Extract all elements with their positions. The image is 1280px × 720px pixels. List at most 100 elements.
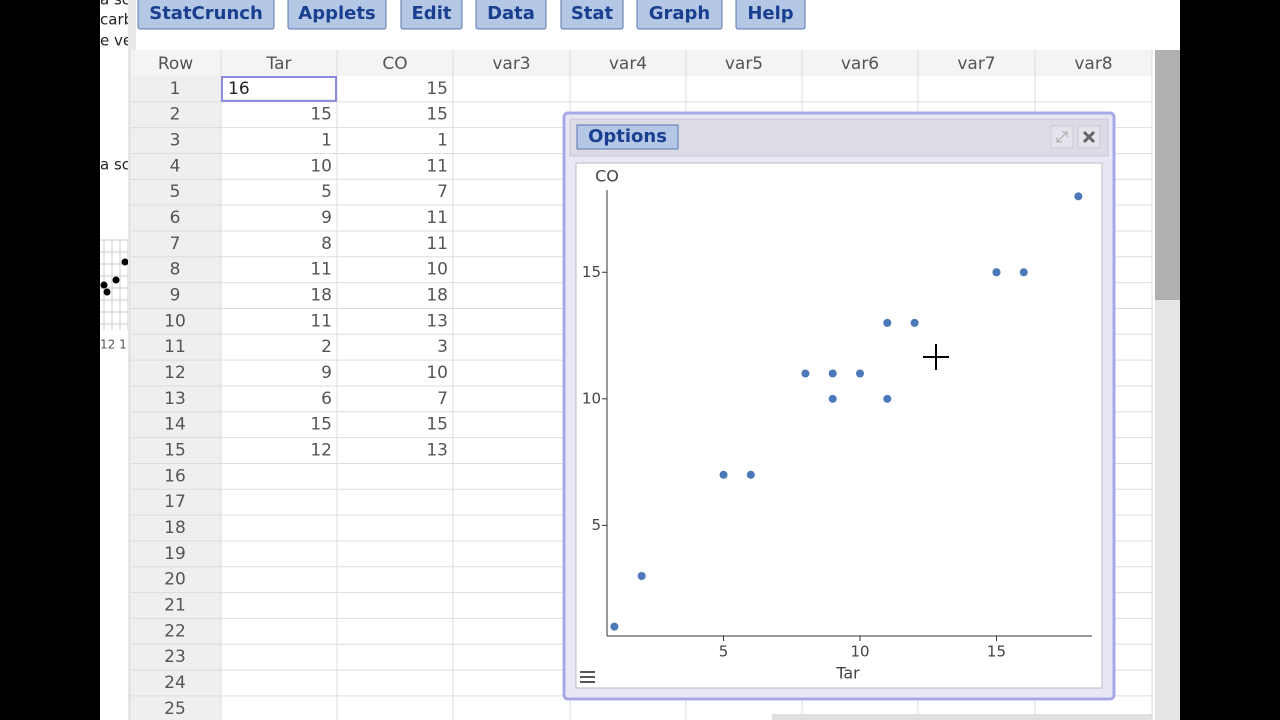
thumb-dot (112, 276, 120, 284)
maximize-icon (1056, 131, 1068, 143)
cell-value[interactable]: 11 (310, 311, 332, 331)
cell-value[interactable]: 15 (426, 79, 448, 99)
menu-label[interactable]: StatCrunch (149, 3, 263, 24)
cell-value[interactable]: 15 (310, 415, 332, 435)
cell-value[interactable]: 11 (310, 260, 332, 280)
scatter-point (856, 369, 865, 378)
cell-value[interactable]: 9 (321, 208, 332, 228)
row-number: 19 (164, 544, 186, 564)
y-axis-label: CO (595, 167, 619, 186)
side-text-fragment: a sc (100, 156, 130, 174)
column-header[interactable]: Tar (266, 54, 292, 74)
row-number: 4 (170, 156, 181, 176)
column-header[interactable]: var6 (841, 54, 879, 74)
row-number: 14 (164, 415, 186, 435)
cell-value[interactable]: 18 (426, 286, 448, 306)
scatter-point (992, 268, 1001, 277)
cell-value[interactable]: 15 (426, 415, 448, 435)
menu-label[interactable]: Data (487, 3, 535, 24)
menu-button[interactable] (735, 0, 806, 30)
close-icon (1082, 130, 1096, 144)
cell-value[interactable]: 13 (426, 311, 448, 331)
cell-value[interactable]: 3 (437, 337, 448, 357)
options-label[interactable]: Options (588, 126, 667, 147)
column-header[interactable]: var4 (609, 54, 647, 74)
column-header[interactable]: var8 (1074, 54, 1112, 74)
options-button[interactable] (576, 124, 679, 150)
bottom-scroll (772, 714, 1152, 720)
row-number: 5 (170, 182, 181, 202)
row-number: 3 (170, 131, 181, 151)
menu-label[interactable]: Edit (412, 3, 452, 24)
row-number: 22 (164, 621, 186, 641)
menu-button[interactable] (400, 0, 463, 30)
cell-value[interactable]: 15 (310, 105, 332, 125)
menu-button[interactable] (560, 0, 624, 30)
header-row (130, 50, 1152, 76)
selected-cell[interactable] (221, 76, 337, 102)
column-header[interactable]: CO (382, 54, 407, 74)
cell-value[interactable]: 10 (426, 260, 448, 280)
column-header[interactable]: Row (158, 54, 193, 74)
cell-value[interactable]: 1 (437, 131, 448, 151)
scatter-point (610, 622, 619, 631)
scatter-point (828, 369, 837, 378)
menu-button[interactable] (137, 0, 275, 30)
cell-value[interactable]: 11 (426, 208, 448, 228)
cell-value[interactable]: 6 (321, 389, 332, 409)
row-number: 9 (170, 286, 181, 306)
scatter-point (746, 470, 755, 479)
scatter-point (1074, 192, 1083, 201)
menu-label[interactable]: Help (747, 3, 793, 24)
cell-value[interactable]: 18 (310, 286, 332, 306)
scatter-point (1019, 268, 1028, 277)
cell-value[interactable]: 12 (310, 441, 332, 461)
side-text-fragment: e ve (100, 32, 132, 50)
row-number: 8 (170, 260, 181, 280)
menu-label[interactable]: Applets (298, 3, 375, 24)
x-axis-label: Tar (835, 664, 860, 683)
scatter-point (719, 470, 728, 479)
cell-value[interactable]: 9 (321, 363, 332, 383)
cell-value[interactable]: 5 (321, 182, 332, 202)
scatter-point (910, 318, 919, 327)
x-tick-label: 10 (850, 643, 869, 661)
menu-button[interactable] (287, 0, 387, 30)
menu-button[interactable] (636, 0, 723, 30)
row-number: 6 (170, 208, 181, 228)
cell-value[interactable]: 15 (426, 105, 448, 125)
scrollbar-thumb[interactable] (1155, 50, 1180, 300)
cell-value[interactable]: 13 (426, 441, 448, 461)
scatter-point (801, 369, 810, 378)
row-number: 12 (164, 363, 186, 383)
menu-button[interactable] (475, 0, 547, 30)
row-number: 25 (164, 699, 186, 719)
side-text-fragment: carb (100, 11, 133, 29)
scatter-point (828, 394, 837, 403)
cell-value[interactable]: 16 (228, 79, 250, 99)
cell-value[interactable]: 10 (310, 156, 332, 176)
row-number-column (130, 76, 221, 720)
cell-value[interactable]: 7 (437, 182, 448, 202)
cell-value[interactable]: 11 (426, 156, 448, 176)
menu-label[interactable]: Graph (649, 3, 711, 24)
row-number: 17 (164, 492, 186, 512)
cell-value[interactable]: 8 (321, 234, 332, 254)
cell-value[interactable]: 2 (321, 337, 332, 357)
menu-label[interactable]: Stat (571, 3, 614, 24)
cell-value[interactable]: 7 (437, 389, 448, 409)
plot-area (575, 162, 1103, 689)
row-number: 16 (164, 466, 186, 486)
y-tick-label: 15 (582, 263, 601, 281)
column-header[interactable]: var3 (492, 54, 530, 74)
row-number: 18 (164, 518, 186, 538)
column-header[interactable]: var7 (957, 54, 995, 74)
row-number: 10 (164, 311, 186, 331)
column-header[interactable]: var5 (725, 54, 763, 74)
cell-value[interactable]: 11 (426, 234, 448, 254)
cell-value[interactable]: 1 (321, 131, 332, 151)
y-tick-label: 5 (591, 516, 601, 534)
cell-value[interactable]: 10 (426, 363, 448, 383)
